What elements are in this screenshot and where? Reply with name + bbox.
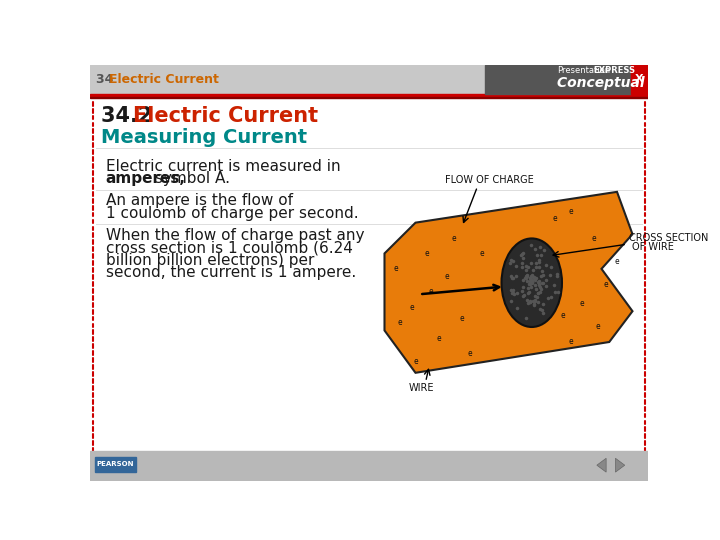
Ellipse shape xyxy=(502,239,562,327)
Text: e: e xyxy=(560,310,565,320)
Text: Electric current is measured in: Electric current is measured in xyxy=(106,159,340,174)
Bar xyxy=(96,457,136,472)
Text: X: X xyxy=(635,75,644,84)
Text: e: e xyxy=(397,318,402,327)
Text: EXPRESS: EXPRESS xyxy=(593,66,635,76)
Text: billion billion electrons) per: billion billion electrons) per xyxy=(106,253,314,268)
Text: cross section is 1 coulomb (6.24: cross section is 1 coulomb (6.24 xyxy=(106,240,352,255)
Text: e: e xyxy=(568,207,573,215)
Text: Measuring Current: Measuring Current xyxy=(101,129,307,147)
Text: e: e xyxy=(428,287,433,296)
Text: Electric Current: Electric Current xyxy=(133,106,318,126)
Polygon shape xyxy=(597,458,606,472)
Text: CROSS SECTION: CROSS SECTION xyxy=(629,233,708,243)
Text: When the flow of charge past any: When the flow of charge past any xyxy=(106,228,364,243)
Text: 34: 34 xyxy=(96,73,118,86)
Text: e: e xyxy=(580,299,585,308)
Text: An ampere is the flow of: An ampere is the flow of xyxy=(106,193,292,208)
Text: e: e xyxy=(615,256,619,266)
Bar xyxy=(90,97,648,98)
Text: 1 coulomb of charge per second.: 1 coulomb of charge per second. xyxy=(106,206,358,221)
Text: OF WIRE: OF WIRE xyxy=(632,241,675,252)
Text: WIRE: WIRE xyxy=(409,383,434,393)
Text: e: e xyxy=(444,272,449,281)
Bar xyxy=(485,65,631,94)
Text: second, the current is 1 ampere.: second, the current is 1 ampere. xyxy=(106,265,356,280)
Text: 34.2: 34.2 xyxy=(101,106,159,126)
Text: FLOW OF CHARGE: FLOW OF CHARGE xyxy=(445,176,534,185)
Text: Electric Current: Electric Current xyxy=(109,73,218,86)
Text: e: e xyxy=(591,233,596,242)
Text: e: e xyxy=(409,303,414,312)
Text: e: e xyxy=(394,265,398,273)
Bar xyxy=(631,65,648,94)
Text: Presentation: Presentation xyxy=(557,66,611,76)
Text: amperes,: amperes, xyxy=(106,171,186,186)
Text: Conceptual Physics: Conceptual Physics xyxy=(557,76,708,90)
Text: e: e xyxy=(603,280,608,289)
Text: e: e xyxy=(568,338,573,347)
Text: PEARSON: PEARSON xyxy=(96,461,135,468)
Text: e: e xyxy=(467,349,472,358)
Text: e: e xyxy=(459,314,464,323)
Polygon shape xyxy=(384,192,632,373)
Bar xyxy=(90,94,648,97)
Bar xyxy=(90,451,648,481)
Polygon shape xyxy=(616,458,625,472)
Text: e: e xyxy=(553,214,557,224)
Text: symbol A.: symbol A. xyxy=(150,171,230,186)
Text: e: e xyxy=(436,334,441,343)
Text: e: e xyxy=(413,357,418,366)
Text: e: e xyxy=(479,249,484,258)
Text: e: e xyxy=(595,322,600,331)
Text: e: e xyxy=(425,249,429,258)
Bar xyxy=(90,65,648,94)
Text: e: e xyxy=(452,233,456,242)
